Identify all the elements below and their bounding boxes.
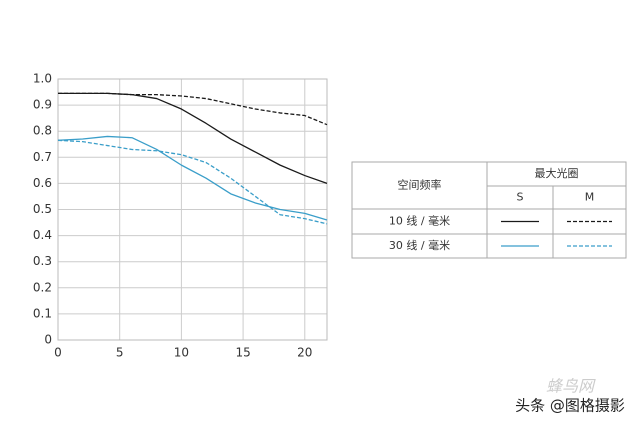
y-tick-label: 0.2 — [33, 280, 52, 294]
y-tick-label: 0.5 — [33, 202, 52, 216]
y-tick-label: 0.8 — [33, 124, 52, 138]
watermark-credit: 头条 @图格摄影 — [515, 397, 625, 415]
x-tick-label: 10 — [174, 346, 189, 360]
y-tick-label: 1.0 — [33, 72, 52, 86]
table-header: 最大光圈 — [535, 166, 579, 180]
table-header: 空间频率 — [398, 178, 442, 192]
table-column: S — [517, 191, 524, 204]
y-tick-label: 0.7 — [33, 150, 52, 164]
table-row-label: 30 线 / 毫米 — [389, 238, 450, 252]
y-tick-label: 0.4 — [33, 228, 52, 242]
series-line — [57, 135, 328, 221]
watermark-site: 蜂鸟网 — [546, 377, 596, 396]
plot-border — [57, 78, 328, 341]
y-tick-label: 0.9 — [33, 98, 52, 112]
x-tick-label: 5 — [116, 346, 124, 360]
x-tick-label: 20 — [297, 346, 312, 360]
series-line — [57, 139, 328, 225]
x-tick-label: 0 — [54, 346, 62, 360]
y-tick-label: 0 — [44, 333, 52, 347]
series-line — [58, 92, 328, 126]
legend-table — [351, 161, 627, 259]
table-column: M — [585, 191, 595, 204]
y-tick-label: 0.6 — [33, 176, 52, 190]
table-row-label: 10 线 / 毫米 — [389, 214, 450, 228]
y-tick-label: 0.3 — [33, 254, 52, 268]
y-tick-label: 0.1 — [33, 306, 52, 320]
x-tick-label: 15 — [235, 346, 250, 360]
